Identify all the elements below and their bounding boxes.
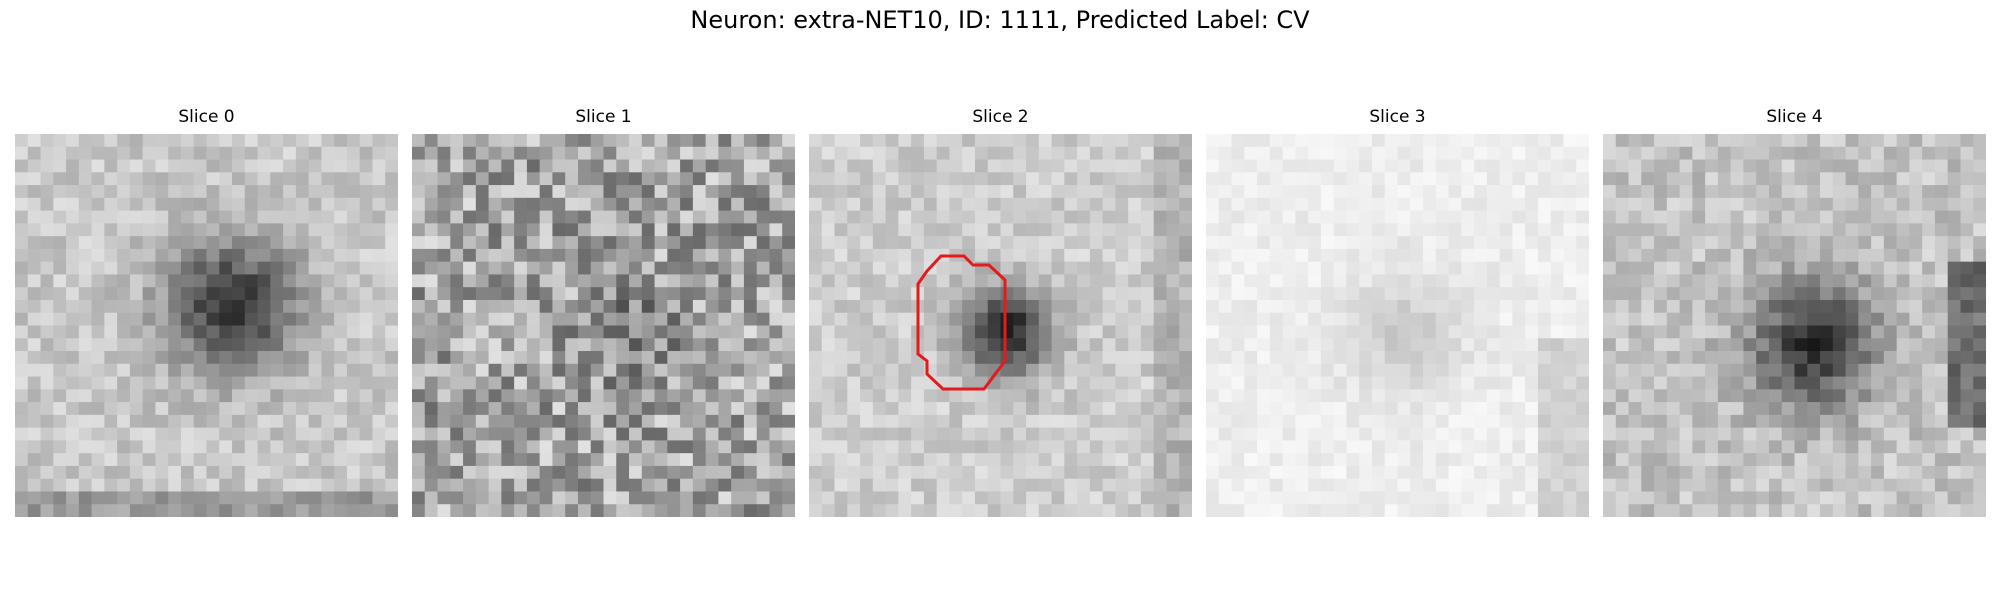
slice-title-4: Slice 4 (1766, 107, 1823, 127)
slice-image-2 (809, 134, 1192, 517)
slice-image-3 (1206, 134, 1589, 517)
slice-title-3: Slice 3 (1369, 107, 1426, 127)
figure-title: Neuron: extra-NET10, ID: 1111, Predicted… (690, 6, 1310, 34)
slice-image-1 (412, 134, 795, 517)
slice-title-2: Slice 2 (972, 107, 1029, 127)
slice-title-1: Slice 1 (575, 107, 632, 127)
slice-title-0: Slice 0 (178, 107, 235, 127)
slice-image-4 (1603, 134, 1986, 517)
roi-outline (916, 254, 1007, 391)
slice-image-0 (15, 134, 398, 517)
